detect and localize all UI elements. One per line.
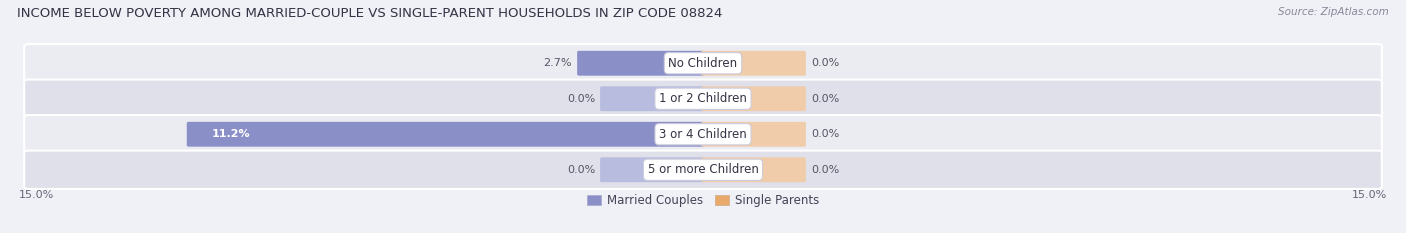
Text: 11.2%: 11.2% [211, 129, 250, 139]
Text: 15.0%: 15.0% [18, 190, 53, 200]
FancyBboxPatch shape [187, 122, 704, 147]
FancyBboxPatch shape [576, 51, 704, 76]
Text: 2.7%: 2.7% [544, 58, 572, 68]
Text: 0.0%: 0.0% [567, 94, 595, 104]
FancyBboxPatch shape [702, 122, 806, 147]
Text: 0.0%: 0.0% [811, 94, 839, 104]
FancyBboxPatch shape [24, 44, 1382, 82]
Text: 1 or 2 Children: 1 or 2 Children [659, 92, 747, 105]
Text: 0.0%: 0.0% [811, 129, 839, 139]
FancyBboxPatch shape [600, 86, 704, 111]
Text: 0.0%: 0.0% [811, 165, 839, 175]
Text: 0.0%: 0.0% [811, 58, 839, 68]
FancyBboxPatch shape [600, 157, 704, 182]
Text: No Children: No Children [668, 57, 738, 70]
FancyBboxPatch shape [702, 51, 806, 76]
Text: 15.0%: 15.0% [1353, 190, 1388, 200]
Text: Source: ZipAtlas.com: Source: ZipAtlas.com [1278, 7, 1389, 17]
FancyBboxPatch shape [702, 86, 806, 111]
FancyBboxPatch shape [24, 151, 1382, 189]
Text: 5 or more Children: 5 or more Children [648, 163, 758, 176]
Text: INCOME BELOW POVERTY AMONG MARRIED-COUPLE VS SINGLE-PARENT HOUSEHOLDS IN ZIP COD: INCOME BELOW POVERTY AMONG MARRIED-COUPL… [17, 7, 723, 20]
Legend: Married Couples, Single Parents: Married Couples, Single Parents [582, 190, 824, 212]
FancyBboxPatch shape [24, 80, 1382, 118]
Text: 0.0%: 0.0% [567, 165, 595, 175]
FancyBboxPatch shape [702, 157, 806, 182]
Text: 3 or 4 Children: 3 or 4 Children [659, 128, 747, 141]
FancyBboxPatch shape [24, 115, 1382, 153]
